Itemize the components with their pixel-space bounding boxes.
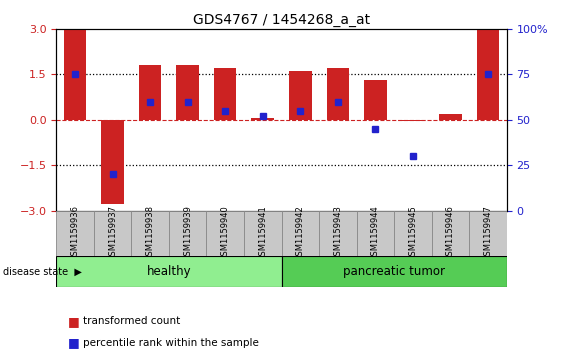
Text: GSM1159937: GSM1159937 [108, 205, 117, 261]
Bar [282, 256, 507, 287]
Text: ■: ■ [68, 315, 79, 328]
Title: GDS4767 / 1454268_a_at: GDS4767 / 1454268_a_at [193, 13, 370, 26]
Bar [207, 211, 244, 256]
Bar [401, 120, 424, 121]
Text: GSM1159941: GSM1159941 [258, 205, 267, 261]
Text: GSM1159940: GSM1159940 [221, 205, 230, 261]
Text: GSM1159936: GSM1159936 [70, 205, 79, 261]
Bar [101, 120, 124, 204]
Text: GSM1159944: GSM1159944 [371, 205, 380, 261]
Text: percentile rank within the sample: percentile rank within the sample [83, 338, 259, 348]
Bar [394, 211, 432, 256]
Bar [139, 65, 162, 120]
Bar [169, 211, 207, 256]
Bar [244, 211, 282, 256]
Text: disease state  ▶: disease state ▶ [3, 266, 82, 277]
Text: healthy: healthy [146, 265, 191, 278]
Text: GSM1159945: GSM1159945 [408, 205, 417, 261]
Bar [439, 114, 462, 120]
Bar [327, 68, 349, 120]
Text: GSM1159939: GSM1159939 [183, 205, 192, 261]
Text: GSM1159938: GSM1159938 [146, 205, 155, 261]
Bar [319, 211, 356, 256]
Bar [214, 68, 236, 120]
Bar [64, 29, 86, 120]
Text: pancreatic tumor: pancreatic tumor [343, 265, 445, 278]
Bar [252, 118, 274, 120]
Bar [289, 72, 311, 120]
Bar [176, 65, 199, 120]
Bar [94, 211, 131, 256]
Text: ■: ■ [68, 337, 79, 350]
Bar [282, 211, 319, 256]
Bar [364, 81, 387, 120]
Bar [56, 211, 94, 256]
Bar [56, 256, 282, 287]
Text: GSM1159942: GSM1159942 [296, 205, 305, 261]
Bar [469, 211, 507, 256]
Text: GSM1159947: GSM1159947 [484, 205, 493, 261]
Text: transformed count: transformed count [83, 316, 181, 326]
Text: GSM1159943: GSM1159943 [333, 205, 342, 261]
Bar [432, 211, 469, 256]
Bar [356, 211, 394, 256]
Bar [131, 211, 169, 256]
Bar [477, 29, 499, 120]
Text: GSM1159946: GSM1159946 [446, 205, 455, 261]
